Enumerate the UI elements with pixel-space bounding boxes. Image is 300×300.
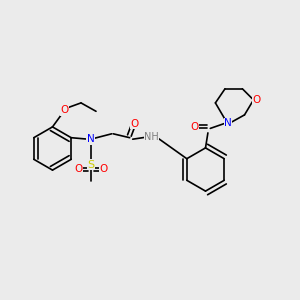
Text: O: O [74,164,82,174]
Text: O: O [60,105,69,116]
Text: S: S [87,160,94,170]
Text: O: O [252,95,261,105]
Text: NH: NH [144,132,159,142]
Text: O: O [131,118,139,129]
Text: O: O [190,122,198,133]
Text: O: O [99,164,107,174]
Text: N: N [87,134,94,144]
Text: N: N [224,118,232,128]
